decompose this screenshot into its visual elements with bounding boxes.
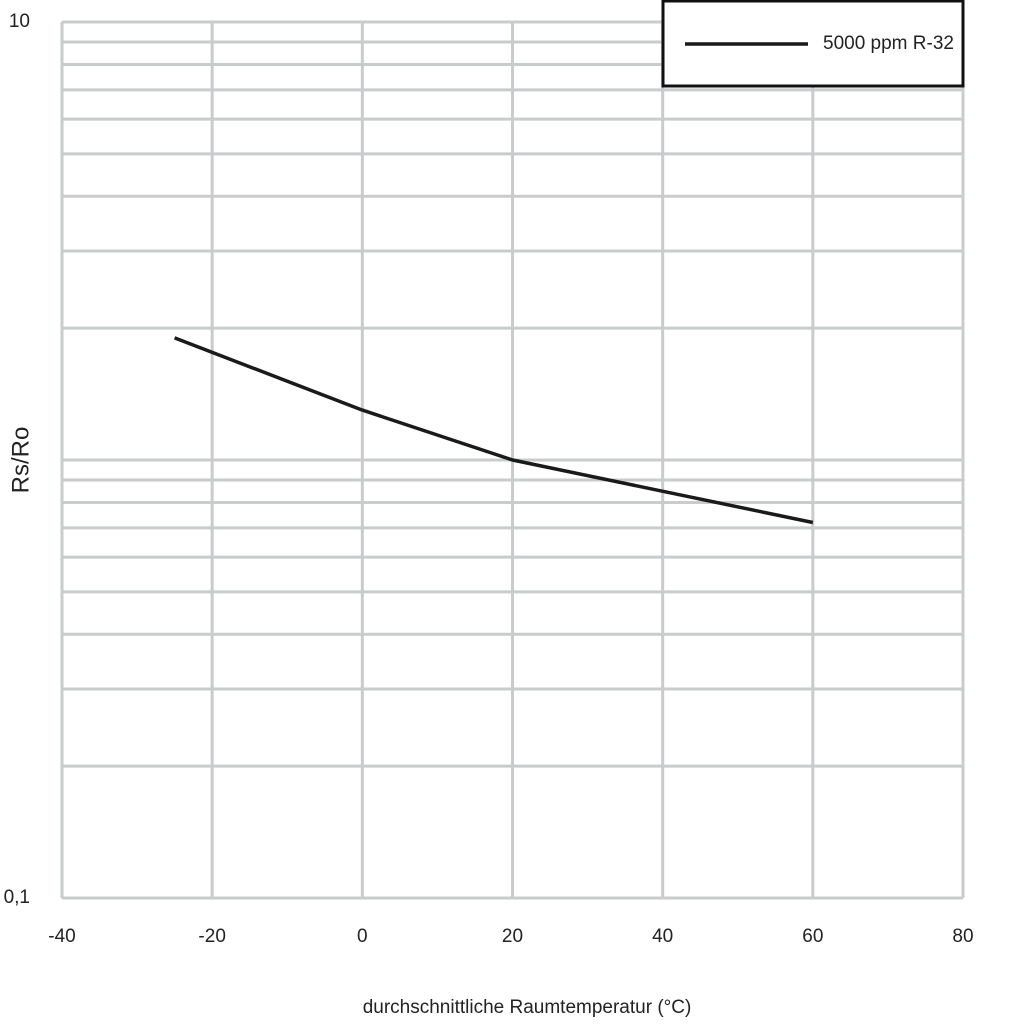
y-axis-label: Rs/Ro [7, 427, 34, 494]
y-tick-label: 10 [9, 11, 30, 32]
x-tick-label: -40 [48, 926, 75, 947]
x-tick-label: 80 [952, 926, 973, 947]
x-tick-label: -20 [198, 926, 225, 947]
y-tick-label: 0,1 [4, 887, 30, 908]
x-tick-label: 0 [357, 926, 368, 947]
x-tick-label: 40 [652, 926, 673, 947]
data-line [173, 336, 814, 525]
x-tick-label: 20 [502, 926, 523, 947]
legend-label: 5000 ppm R-32 [823, 33, 954, 54]
x-axis-label: durchschnittliche Raumtemperatur (°C) [363, 997, 692, 1018]
x-tick-label: 60 [802, 926, 823, 947]
